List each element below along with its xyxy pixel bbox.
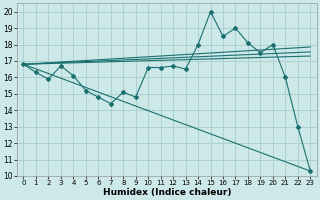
X-axis label: Humidex (Indice chaleur): Humidex (Indice chaleur) [103,188,231,197]
